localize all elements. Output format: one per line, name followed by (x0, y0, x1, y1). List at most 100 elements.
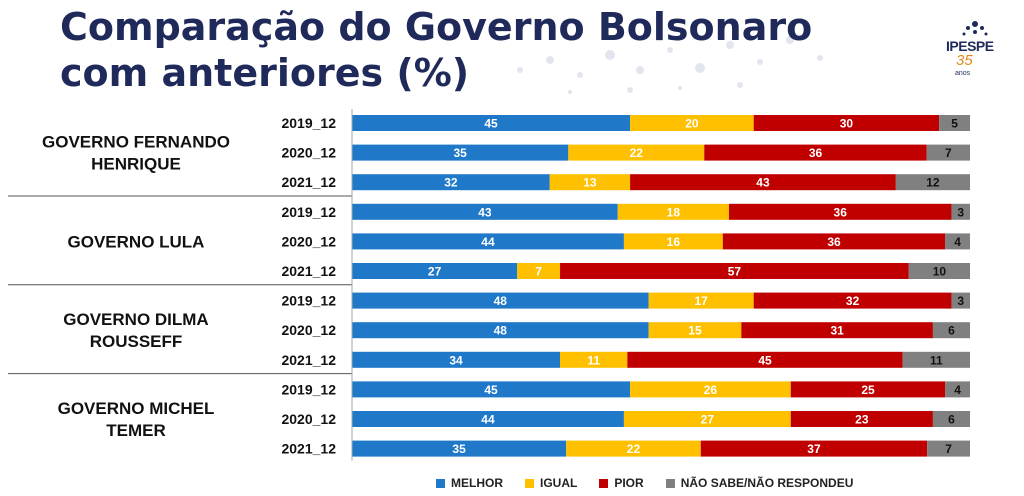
data-label: 3 (957, 205, 964, 219)
bar-segment (352, 351, 561, 368)
bar-segment (926, 144, 970, 161)
logo-sub: anos (955, 70, 971, 77)
bar-segment (352, 174, 550, 191)
bar-segment (741, 322, 933, 339)
data-label: 36 (834, 205, 848, 219)
bar-segment (560, 263, 909, 279)
data-label: 32 (444, 176, 458, 190)
bar-segment (908, 263, 970, 279)
data-label: 36 (809, 146, 823, 160)
bar-segment (352, 263, 518, 279)
ipespe-logo-icon (962, 21, 988, 36)
legend-item-melhor: MELHOR (436, 476, 503, 490)
bar-segment (945, 381, 970, 398)
data-label: 3 (957, 294, 964, 308)
year-label: 2020_12 (281, 411, 336, 427)
legend-swatch-nao-sabe (665, 478, 675, 488)
bar-segment (627, 351, 903, 368)
bar-segment (927, 440, 970, 457)
data-label: 7 (945, 442, 952, 456)
bar-segment (623, 233, 723, 250)
data-label: 45 (758, 353, 772, 367)
data-label: 44 (481, 235, 495, 249)
bar-segment (630, 174, 896, 191)
bar-segment (623, 411, 791, 427)
year-label: 2021_12 (281, 263, 336, 279)
bar-segment (352, 144, 569, 161)
logo-number: 35 (956, 52, 973, 69)
data-label: 35 (452, 442, 466, 456)
bar-segment (352, 440, 567, 457)
data-label: 22 (627, 442, 641, 456)
data-label: 45 (484, 383, 498, 397)
bar-segment (728, 203, 952, 220)
data-label: 10 (933, 265, 947, 279)
group-label: GOVERNO LULA (68, 232, 205, 251)
data-label: 11 (587, 353, 600, 367)
bar-segment (352, 233, 624, 250)
data-label: 43 (478, 205, 492, 219)
data-label: 22 (630, 146, 644, 160)
bar-segment (648, 322, 742, 339)
group-label: GOVERNO MICHEL (58, 399, 215, 418)
data-label: 4 (954, 235, 961, 249)
data-label: 27 (428, 265, 442, 279)
bar-segment (630, 381, 791, 398)
group-label: HENRIQUE (91, 155, 181, 174)
year-label: 2020_12 (281, 322, 336, 338)
year-label: 2021_12 (281, 441, 336, 457)
legend-swatch-igual (525, 478, 534, 488)
year-label: 2020_12 (281, 145, 336, 161)
data-label: 30 (840, 117, 854, 131)
group-label: ROUSSEFF (90, 332, 183, 351)
legend-item-pior: PIOR (599, 476, 644, 490)
year-label: 2021_12 (281, 174, 336, 190)
data-label: 48 (494, 324, 508, 338)
data-label: 6 (948, 413, 955, 427)
data-label: 13 (583, 176, 597, 190)
data-label: 11 (930, 353, 943, 367)
bar-segment (945, 233, 970, 250)
legend-item-nao-sabe: NÃO SABE/NÃO RESPONDEU (665, 476, 853, 490)
data-label: 27 (701, 413, 715, 427)
year-label: 2019_12 (281, 293, 336, 309)
bar-segment (517, 263, 561, 279)
data-label: 57 (728, 265, 742, 279)
bar-segment (753, 115, 940, 131)
data-label: 7 (535, 265, 542, 279)
bar-segment (895, 174, 970, 191)
bar-segment (951, 203, 970, 220)
legend-label-melhor: MELHOR (451, 476, 503, 490)
legend-swatch-pior (599, 478, 609, 488)
bar-segment (932, 411, 970, 427)
bar-segment (790, 381, 946, 398)
bar-segment (648, 292, 754, 309)
bar-segment (704, 144, 927, 161)
data-label: 20 (685, 117, 699, 131)
bar-segment (790, 411, 933, 427)
group-label: TEMER (106, 421, 166, 440)
bar-segment (902, 351, 970, 368)
bar-segment (352, 322, 649, 339)
bar-segment (568, 144, 705, 161)
logo-name: IPESPE (946, 38, 994, 54)
data-label: 31 (830, 324, 844, 338)
legend-label-igual: IGUAL (540, 476, 578, 490)
data-label: 16 (667, 235, 681, 249)
year-label: 2019_12 (281, 204, 336, 220)
legend-swatch-melhor (436, 478, 445, 488)
legend-label-pior: PIOR (614, 476, 644, 490)
data-label: 17 (694, 294, 708, 308)
bar-segment (549, 174, 631, 191)
data-label: 43 (756, 176, 770, 190)
data-label: 44 (481, 413, 495, 427)
page-title: Comparação do Governo Bolsonaro com ante… (60, 4, 812, 96)
data-label: 26 (704, 383, 718, 397)
year-label: 2021_12 (281, 352, 336, 368)
bar-segment (352, 381, 631, 398)
title-line-2: com anteriores (%) (60, 51, 470, 95)
data-label: 4 (954, 383, 961, 397)
data-label: 35 (453, 146, 467, 160)
legend: MELHOR IGUAL PIOR NÃO SABE/NÃO RESPONDEU (436, 476, 853, 490)
